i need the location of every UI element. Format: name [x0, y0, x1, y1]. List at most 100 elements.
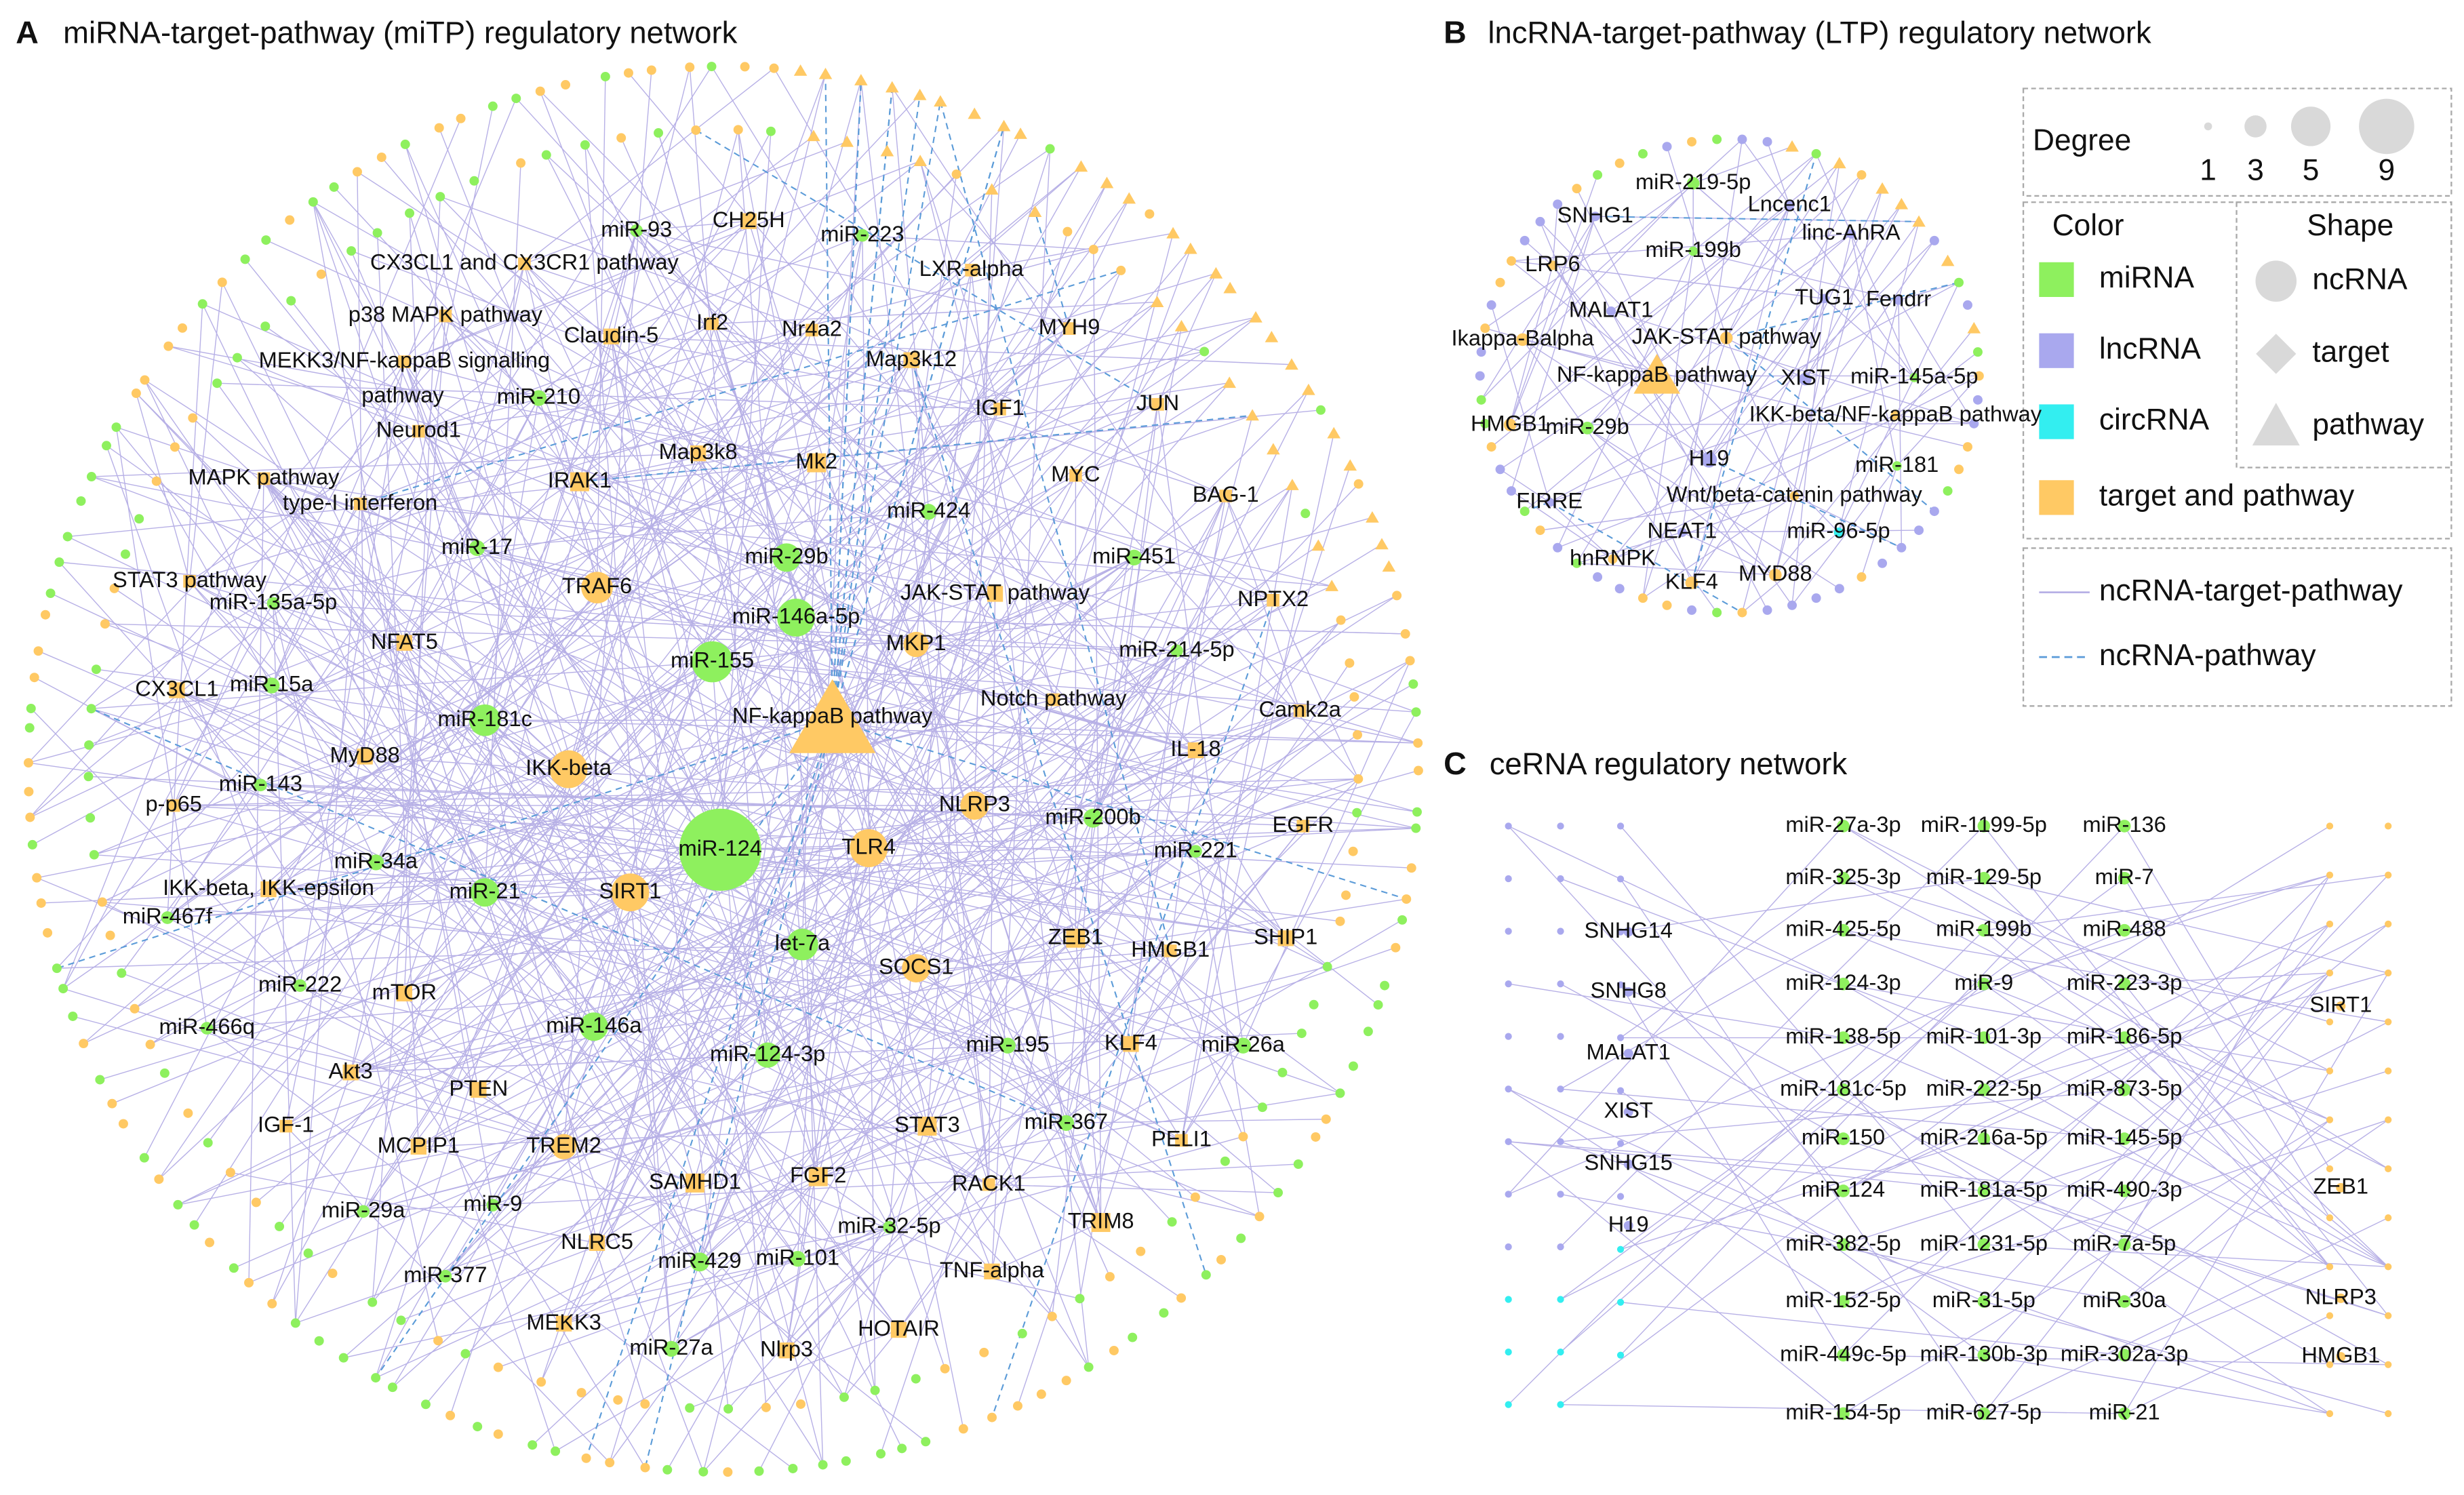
target-node	[1890, 410, 1901, 420]
pathway-edge	[831, 95, 921, 721]
target-node	[1254, 1212, 1265, 1222]
edge	[484, 892, 1260, 1217]
target-node	[685, 62, 695, 73]
rna-node	[1662, 142, 1672, 152]
target-node	[616, 133, 627, 143]
label: miR-627-5p	[1926, 1399, 2042, 1424]
label: FGF2	[790, 1162, 846, 1187]
target-node	[1353, 730, 1362, 740]
edge	[611, 235, 863, 337]
edge	[1843, 877, 2330, 1022]
target-node	[795, 1399, 806, 1409]
rna-node	[2118, 1031, 2131, 1044]
label: NF-kappaB pathway	[1557, 361, 1757, 386]
pathway-edge	[832, 719, 1407, 900]
label: Notch pathway	[980, 685, 1127, 711]
target-node	[2326, 1067, 2334, 1075]
target-node	[1293, 704, 1307, 717]
edge	[351, 250, 1273, 601]
edge	[898, 662, 1350, 1330]
edge	[1804, 163, 1840, 380]
nodes	[23, 62, 2415, 1477]
rna-node	[723, 1403, 734, 1414]
pathway-node	[1246, 409, 1259, 421]
label: miR-223-3p	[2067, 970, 2182, 995]
edge	[403, 993, 556, 1452]
label: miR-186-5p	[2067, 1023, 2182, 1048]
rna-node	[232, 353, 242, 363]
pathway-edge	[831, 101, 941, 721]
rna-node	[897, 1443, 907, 1454]
target-node	[806, 323, 818, 337]
edge	[1508, 1088, 1985, 1302]
edge	[1576, 205, 1790, 564]
rna-node	[911, 1374, 921, 1384]
edge	[1522, 138, 1743, 340]
label: BAG-1	[1193, 481, 1259, 506]
rna-node	[1505, 822, 1512, 830]
label: 9	[2379, 154, 2396, 187]
edge	[189, 580, 975, 806]
rna-node	[2118, 1238, 2131, 1252]
edge	[350, 850, 1196, 1073]
target-node	[434, 123, 444, 133]
edge	[207, 950, 1171, 1029]
edge	[767, 710, 1300, 1056]
edge	[94, 403, 1158, 856]
label: miR-216a-5p	[1920, 1124, 2048, 1149]
edge	[1484, 182, 1694, 329]
target-node	[2385, 1263, 2392, 1271]
target-node	[2385, 1067, 2392, 1075]
label: CX3CL1 and CX3CR1 pathway	[370, 250, 679, 275]
edge	[1837, 377, 1915, 533]
rna-node	[1837, 820, 1850, 833]
target-node	[33, 646, 43, 656]
label: TRIM8	[1068, 1208, 1134, 1233]
pathway-node	[1302, 383, 1315, 395]
edge	[94, 854, 631, 893]
edge	[2124, 874, 2330, 931]
rna-node	[439, 1269, 452, 1283]
rna-node	[1977, 1031, 1991, 1044]
target-node	[903, 631, 929, 658]
pathway-node	[1785, 140, 1799, 152]
target-node	[850, 829, 888, 867]
edge	[630, 892, 1132, 1045]
rna-node	[1977, 923, 1991, 937]
label: SNHG8	[1591, 978, 1667, 1003]
rna-node	[1535, 216, 1545, 226]
pathway-node	[1327, 426, 1340, 439]
label: target and pathway	[2099, 479, 2355, 513]
edge	[189, 580, 1008, 1046]
target-node	[1047, 1311, 1057, 1321]
pathway-node	[1100, 176, 1114, 188]
target-node	[960, 791, 989, 820]
edge	[263, 478, 570, 770]
rna-node	[1128, 1332, 1138, 1342]
rna-node	[1637, 148, 1648, 159]
label: miR-200b	[1045, 803, 1140, 829]
rna-node	[1397, 915, 1408, 925]
edge	[300, 985, 564, 1147]
edge	[629, 892, 902, 1449]
edge	[206, 1028, 793, 1469]
rna-node	[1505, 1191, 1512, 1198]
target-node	[1954, 464, 1964, 475]
edge	[786, 557, 1418, 744]
target-node	[1151, 398, 1164, 411]
edge	[1843, 1138, 2389, 1317]
label: Shape	[2307, 209, 2393, 242]
edge	[1843, 983, 2330, 1267]
pathway-edge	[1709, 458, 1902, 549]
target-node	[1391, 942, 1401, 953]
label: Claudin-5	[564, 322, 659, 347]
edge	[1692, 182, 1825, 299]
target-node	[581, 1453, 591, 1463]
edge	[915, 643, 1378, 1005]
target-node	[1353, 774, 1364, 784]
edge	[418, 778, 1359, 1147]
rna-node	[1819, 294, 1829, 304]
target-node	[145, 1039, 155, 1050]
edge	[915, 517, 1373, 645]
edge	[767, 148, 1051, 1056]
